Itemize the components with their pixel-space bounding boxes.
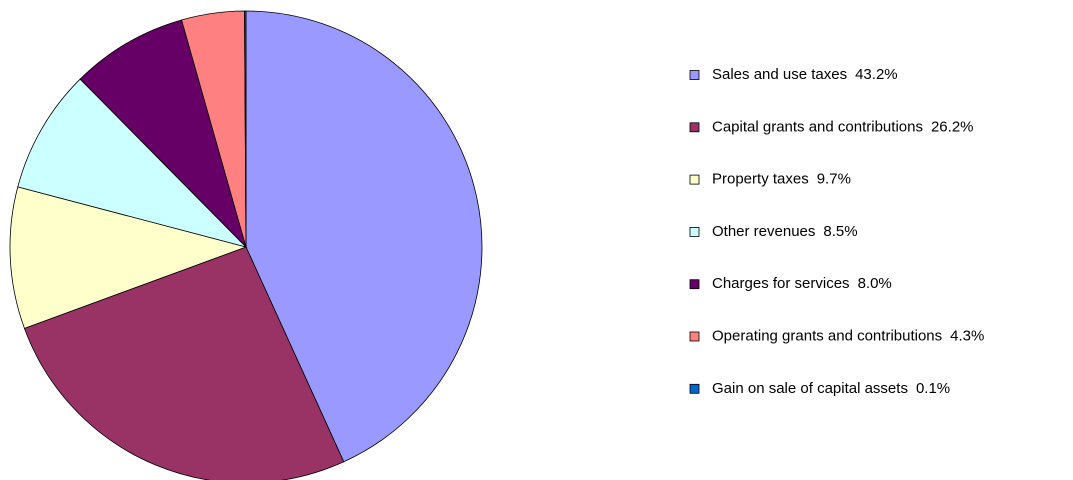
legend-name: Operating grants and contributions	[712, 327, 942, 344]
pie-slice	[9, 186, 248, 329]
legend-swatch	[689, 279, 700, 290]
legend-value: 9.7%	[817, 171, 851, 188]
pie-slice	[79, 19, 247, 248]
legend-label: Operating grants and contributions 4.3%	[712, 327, 984, 344]
pie-slice	[23, 246, 345, 480]
legend-name: Charges for services	[712, 275, 850, 292]
legend-name: Property taxes	[712, 171, 809, 188]
legend-swatch	[689, 122, 700, 133]
legend-name: Capital grants and contributions	[712, 118, 923, 135]
legend-swatch	[689, 331, 700, 342]
legend-value: 43.2%	[855, 66, 898, 83]
legend-name: Gain on sale of capital assets	[712, 380, 908, 397]
legend-label: Capital grants and contributions 26.2%	[712, 118, 974, 135]
legend-label: Property taxes 9.7%	[712, 171, 851, 188]
legend-swatch	[689, 226, 700, 237]
pie-slice	[17, 78, 248, 248]
legend-value: 8.0%	[858, 275, 892, 292]
legend-swatch	[689, 383, 700, 394]
legend-value: 4.3%	[950, 327, 984, 344]
legend-value: 8.5%	[823, 223, 857, 240]
legend-name: Sales and use taxes	[712, 66, 847, 83]
legend-name: Other revenues	[712, 223, 815, 240]
legend-swatch	[689, 70, 700, 80]
legend-label: Sales and use taxes 43.2%	[712, 66, 898, 83]
legend-value: 26.2%	[931, 118, 974, 135]
legend-label: Gain on sale of capital assets 0.1%	[712, 380, 950, 397]
pie-slice	[245, 10, 483, 463]
legend-label: Other revenues 8.5%	[712, 223, 858, 240]
legend-label: Charges for services 8.0%	[712, 275, 892, 292]
pie-slice	[244, 10, 247, 248]
legend-value: 0.1%	[916, 380, 950, 397]
legend-swatch	[689, 174, 700, 185]
